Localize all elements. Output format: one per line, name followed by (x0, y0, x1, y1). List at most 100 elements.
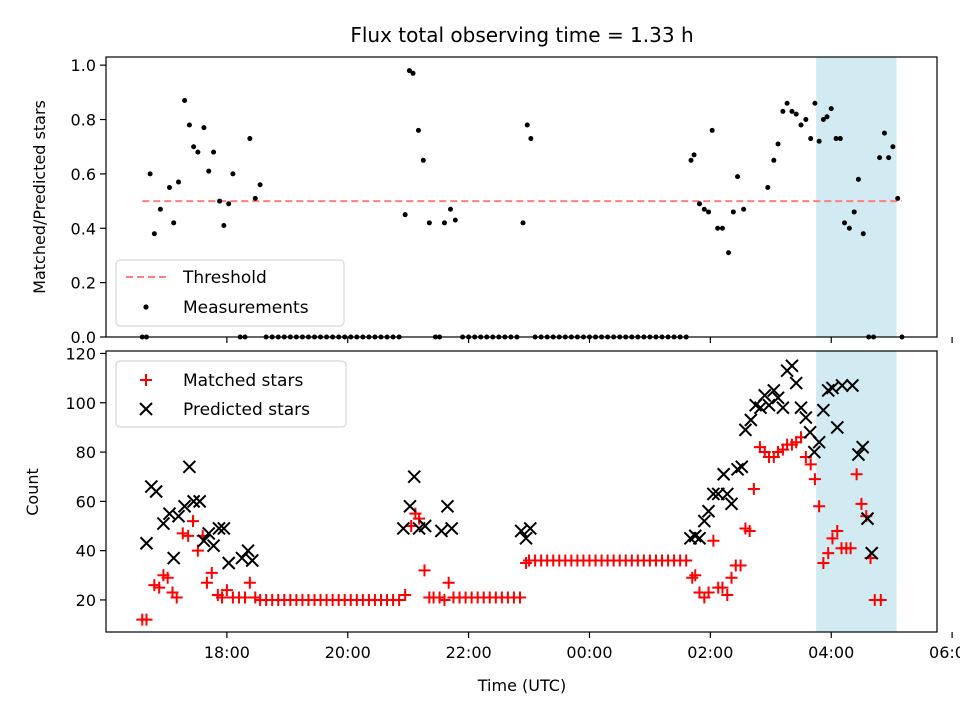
matched-point-124 (808, 473, 821, 486)
measurement-point-101 (706, 209, 712, 215)
measurement-point-136 (890, 144, 896, 150)
bottom-y-tick-label-2: 60 (76, 492, 96, 511)
measurement-point-126 (842, 220, 848, 226)
measurement-point-12 (201, 125, 207, 131)
count-panel: 20 40 60 80 100 120 18:00 20:00 22:00 00:00 02:00… (23, 344, 960, 695)
predicted-point-51 (776, 400, 790, 415)
x-tick-label-0: 18:00 (204, 643, 250, 662)
measurement-point-55 (441, 220, 447, 226)
measurement-point-129 (855, 176, 861, 182)
legend-matched-swatch (140, 374, 152, 386)
bottom-y-tick-label-1: 40 (76, 542, 96, 561)
measurement-point-135 (886, 155, 892, 161)
measurement-point-22 (252, 195, 258, 201)
measurement-point-14 (211, 149, 217, 155)
predicted-point-55 (794, 400, 808, 415)
measurement-point-127 (846, 225, 852, 231)
measurement-point-117 (803, 117, 809, 123)
measurement-point-107 (735, 174, 741, 180)
bottom-x-ticks: 18:00 20:00 22:00 00:00 02:00 04:00 06:00 (204, 632, 960, 662)
highlight-band-bottom (816, 351, 897, 632)
x-axis-label: Time (UTC) (477, 676, 566, 695)
predicted-point-27 (444, 521, 459, 536)
measurement-point-114 (789, 108, 795, 114)
predicted-point-26 (440, 499, 455, 513)
matched-point-68 (513, 591, 526, 604)
predicted-point-48 (762, 398, 776, 412)
measurement-point-48 (406, 68, 412, 74)
matched-point-128 (826, 532, 839, 545)
measurement-point-56 (447, 206, 453, 212)
measurement-point-121 (820, 117, 826, 123)
measurement-point-16 (221, 223, 227, 229)
matched-point-129 (831, 524, 844, 537)
measurement-point-50 (415, 127, 421, 133)
measurement-point-118 (808, 136, 814, 142)
measurement-point-98 (691, 152, 697, 158)
predicted-point-69 (865, 546, 879, 560)
measurement-point-120 (816, 138, 822, 144)
measurement-point-111 (775, 141, 781, 147)
measurement-point-18 (230, 171, 236, 177)
predicted-point-53 (785, 359, 799, 373)
matched-point-97 (686, 571, 699, 584)
predicted-point-59 (812, 435, 826, 449)
matched-point-102 (707, 534, 720, 547)
predicted-point-5 (166, 551, 181, 565)
matched-point-138 (874, 593, 887, 606)
predicted-point-56 (799, 410, 813, 425)
measurement-point-52 (426, 220, 432, 226)
predicted-point-19 (245, 553, 259, 568)
measurement-point-123 (828, 106, 834, 112)
measurement-point-51 (420, 157, 426, 163)
matched-point-8 (176, 527, 189, 540)
measurement-point-4 (157, 206, 163, 212)
matched-point-55 (438, 593, 451, 606)
measurement-point-97 (688, 157, 694, 163)
legend-predicted-label: Predicted stars (183, 400, 310, 420)
legend-measurements-label: Measurements (183, 298, 309, 318)
top-plot-frame (105, 56, 938, 338)
predicted-point-8 (182, 460, 197, 474)
measurement-point-105 (725, 250, 731, 256)
x-tick-label-2: 22:00 (446, 643, 492, 662)
matched-point-16 (216, 591, 229, 604)
measurement-point-103 (715, 225, 721, 231)
legend-measurements-swatch (143, 304, 149, 310)
measurement-point-11 (195, 149, 201, 155)
predicted-point-14 (212, 521, 226, 536)
measurement-point-3 (151, 231, 157, 237)
matched-point-10 (187, 515, 200, 528)
predicted-star-points (139, 359, 879, 570)
matched-point-20 (239, 591, 252, 604)
x-tick-label-4: 02:00 (687, 643, 733, 662)
bottom-legend: Matched stars Predicted stars (115, 360, 347, 428)
predicted-point-32 (688, 529, 702, 543)
top-legend-box (115, 259, 345, 327)
matched-point-1 (140, 613, 153, 626)
predicted-point-16 (221, 556, 236, 570)
predicted-point-35 (701, 504, 716, 518)
top-y-tick-label-4: 0.8 (71, 111, 96, 130)
matched-point-69 (520, 556, 533, 569)
matched-point-134 (855, 497, 868, 510)
measurement-point-49 (410, 70, 416, 76)
legend-predicted-swatch (139, 402, 153, 416)
top-legend: Threshold Measurements (115, 259, 345, 327)
predicted-point-3 (156, 516, 171, 531)
predicted-point-47 (758, 388, 772, 403)
predicted-point-18 (241, 543, 255, 558)
matched-point-104 (716, 581, 729, 594)
predicted-point-54 (789, 376, 803, 390)
top-x-ticks (226, 337, 953, 343)
matched-point-106 (725, 571, 738, 584)
legend-matched-label: Matched stars (183, 371, 303, 391)
bottom-y-tick-label-5: 120 (65, 344, 96, 363)
measurement-point-21 (247, 136, 253, 142)
predicted-point-12 (202, 526, 216, 541)
measurement-point-100 (701, 206, 707, 212)
predicted-point-40 (724, 497, 739, 511)
matched-point-111 (747, 483, 760, 496)
matched-point-133 (850, 468, 863, 481)
